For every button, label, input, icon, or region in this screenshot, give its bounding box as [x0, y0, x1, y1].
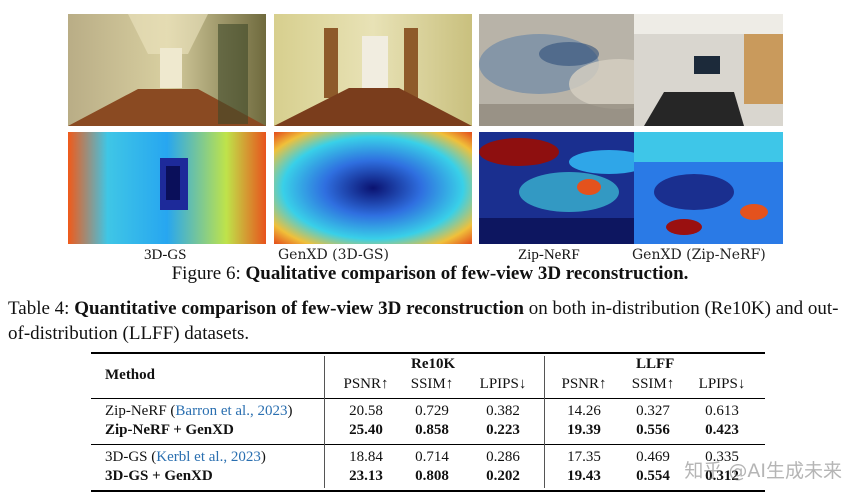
table-bottom-rule [91, 490, 765, 492]
table-cell: 0.613 [705, 403, 739, 419]
render-3dgs-rgb [68, 14, 266, 126]
table-cell: 0.202 [486, 468, 520, 484]
table-cell: 0.554 [636, 468, 670, 484]
table-cell: 0.286 [486, 449, 520, 465]
table-cell: 0.808 [415, 468, 449, 484]
table-caption-title: Quantitative comparison of few-view 3D r… [74, 298, 524, 319]
table-cell: 0.335 [705, 449, 739, 465]
table-cell: 25.40 [349, 422, 383, 438]
table-caption: Table 4: Quantitative comparison of few-… [8, 296, 853, 346]
heatmap-genxd-3dgs [274, 132, 472, 244]
table-header-rule [91, 398, 765, 399]
table-cell: 0.382 [486, 403, 520, 419]
table-cell: 0.223 [486, 422, 520, 438]
table-top-rule [91, 352, 765, 354]
header-method: Method [105, 367, 155, 383]
table-cell: 19.43 [567, 468, 601, 484]
header-metric: PSNR↑ [561, 376, 607, 392]
table-cell: 0.556 [636, 422, 670, 438]
table-cell: 0.729 [415, 403, 449, 419]
watermark: 知乎 @AI生成未来 [684, 460, 842, 482]
header-metric: PSNR↑ [343, 376, 389, 392]
figure-caption-title: Qualitative comparison of few-view 3D re… [245, 263, 689, 284]
header-metric: LPIPS↓ [698, 376, 746, 392]
table-caption-prefix: Table 4: [8, 298, 70, 319]
table-cell: 18.84 [349, 449, 383, 465]
header-re10k: Re10K [411, 356, 456, 372]
table-cell: 0.714 [415, 449, 449, 465]
label-3dgs: 3D-GS [144, 247, 187, 263]
heatmap-3dgs [68, 132, 266, 244]
label-zipnerf: Zip-NeRF [518, 247, 580, 263]
table-mid-rule [91, 444, 765, 445]
render-genxd-3dgs-rgb [274, 14, 472, 126]
table-row-method: 3D-GS (Kerbl et al., 2023) [105, 449, 266, 465]
table-cell: 14.26 [567, 403, 601, 419]
table-row-method: 3D-GS + GenXD [105, 468, 213, 484]
label-genxd-3dgs: GenXD (3D-GS) [278, 247, 389, 263]
table-divider-2 [544, 356, 545, 488]
render-genxd-zipnerf-rgb [634, 14, 783, 126]
method-name: Zip-NeRF [105, 403, 167, 419]
table-cell: 0.312 [705, 468, 739, 484]
figure-caption: Figure 6: Qualitative comparison of few-… [0, 263, 860, 285]
table-divider-1 [324, 356, 325, 488]
citation-link[interactable]: Kerbl et al., 2023 [156, 449, 261, 465]
figure-caption-prefix: Figure 6: [171, 263, 241, 284]
table-caption-rest: on both in-distribution (Re10K) and out-… [8, 298, 839, 344]
label-genxd-zipnerf: GenXD (Zip-NeRF) [632, 247, 766, 263]
table-cell: 0.469 [636, 449, 670, 465]
table-cell: 20.58 [349, 403, 383, 419]
method-name: 3D-GS [105, 449, 148, 465]
header-llff: LLFF [636, 356, 675, 372]
heatmap-genxd-zipnerf [634, 132, 783, 244]
citation-link[interactable]: Barron et al., 2023 [175, 403, 288, 419]
table-cell: 23.13 [349, 468, 383, 484]
header-metric: SSIM↑ [631, 376, 675, 392]
table-cell: 17.35 [567, 449, 601, 465]
header-metric: SSIM↑ [410, 376, 454, 392]
table-cell: 0.858 [415, 422, 449, 438]
table-row-method: Zip-NeRF + GenXD [105, 422, 234, 438]
table-cell: 0.423 [705, 422, 739, 438]
results-table: Method Re10K LLFF PSNR↑ SSIM↑ LPIPS↓ PSN… [91, 352, 765, 492]
table-row-method: Zip-NeRF (Barron et al., 2023) [105, 403, 293, 419]
figure-6 [68, 14, 783, 244]
table-cell: 19.39 [567, 422, 601, 438]
table-cell: 0.327 [636, 403, 670, 419]
header-metric: LPIPS↓ [479, 376, 527, 392]
